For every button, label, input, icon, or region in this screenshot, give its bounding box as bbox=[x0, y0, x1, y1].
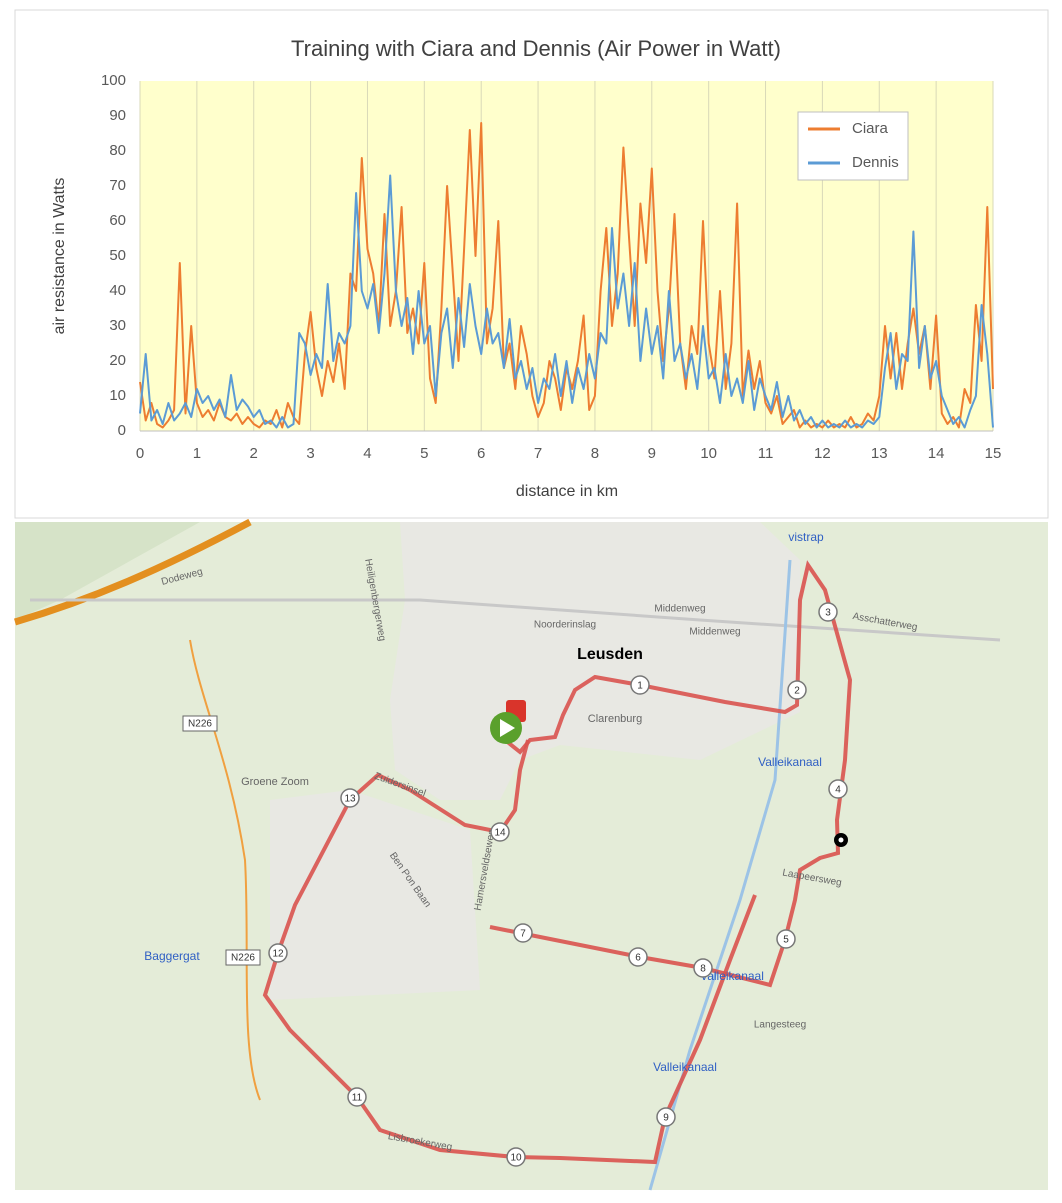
x-tick-label: 3 bbox=[306, 445, 314, 462]
x-tick-label: 8 bbox=[591, 445, 599, 462]
route-marker bbox=[268, 943, 288, 963]
y-tick-label: 30 bbox=[109, 317, 126, 334]
x-tick-label: 6 bbox=[477, 445, 485, 462]
route-marker-label: 8 bbox=[700, 964, 706, 975]
y-tick-label: 70 bbox=[109, 177, 126, 194]
map: Leusden Valleikanaal Valleikanaal Valleikan… bbox=[14, 518, 1048, 1191]
road-shield bbox=[225, 949, 261, 966]
map-label: Groene Zoom bbox=[241, 776, 309, 788]
legend-label: Dennis bbox=[852, 154, 899, 171]
map-label: vistrap bbox=[788, 530, 824, 544]
map-label: Langesteeg bbox=[754, 1020, 806, 1031]
route-marker-label: 7 bbox=[520, 929, 526, 940]
route-marker-label: 10 bbox=[510, 1153, 522, 1164]
route bbox=[262, 739, 757, 1165]
town-area bbox=[270, 790, 480, 1000]
start-icon bbox=[500, 719, 515, 737]
map-label: Leusden bbox=[577, 646, 643, 663]
x-tick-label: 10 bbox=[700, 445, 717, 462]
y-tick-label: 50 bbox=[109, 247, 126, 264]
x-tick-label: 14 bbox=[928, 445, 945, 462]
x-axis-title: distance in km bbox=[516, 483, 618, 500]
y-tick-label: 20 bbox=[109, 352, 126, 369]
road bbox=[30, 598, 1001, 642]
map-label: Middenweg bbox=[689, 627, 740, 638]
route-marker bbox=[347, 1087, 367, 1107]
route-marker bbox=[787, 680, 807, 700]
y-tick-label: 90 bbox=[109, 107, 126, 124]
y-tick-label: 100 bbox=[101, 72, 126, 89]
route-marker-label: 11 bbox=[352, 1093, 363, 1104]
map-label: N226 bbox=[188, 719, 212, 730]
x-tick-label: 13 bbox=[871, 445, 888, 462]
map-label: Clarenburg bbox=[588, 713, 642, 725]
road-shield bbox=[182, 715, 218, 732]
x-tick-label: 2 bbox=[250, 445, 258, 462]
map-label: Baggergat bbox=[144, 949, 200, 963]
map-label: Noorderinslag bbox=[534, 620, 596, 631]
route-marker-label: 9 bbox=[663, 1113, 669, 1124]
route-marker-label: 6 bbox=[635, 953, 641, 964]
route-marker bbox=[656, 1107, 676, 1127]
map-label: Valleikanaal bbox=[700, 969, 764, 983]
map-label: Valleikanaal bbox=[758, 755, 822, 769]
legend-label: Ciara bbox=[852, 120, 889, 137]
route-marker bbox=[490, 822, 510, 842]
x-tick-label: 9 bbox=[648, 445, 656, 462]
y-tick-label: 40 bbox=[109, 282, 126, 299]
route-marker bbox=[506, 1147, 526, 1167]
canal bbox=[648, 559, 792, 1191]
map-labels: Leusden Valleikanaal Valleikanaal Valleikan… bbox=[144, 530, 918, 1167]
route-marker-label: 14 bbox=[494, 828, 506, 839]
x-tick-label: 5 bbox=[420, 445, 428, 462]
x-tick-label: 15 bbox=[985, 445, 1002, 462]
route-marker bbox=[630, 675, 650, 695]
route-marker bbox=[340, 788, 360, 808]
x-tick-label: 0 bbox=[136, 445, 144, 462]
y-axis-title: air resistance in Watts bbox=[51, 178, 68, 335]
x-tick-label: 11 bbox=[758, 445, 774, 462]
legend-box bbox=[797, 111, 909, 181]
route-marker-label: 5 bbox=[783, 935, 789, 946]
x-tick-label: 4 bbox=[363, 445, 371, 462]
legend: Ciara Dennis bbox=[797, 111, 909, 181]
x-tick-label: 1 bbox=[193, 445, 201, 462]
route-marker bbox=[693, 958, 713, 978]
x-tick-label: 7 bbox=[534, 445, 542, 462]
position-dot-center bbox=[838, 837, 844, 843]
route-marker bbox=[513, 923, 533, 943]
y-tick-label: 60 bbox=[109, 212, 126, 229]
route-marker-label: 2 bbox=[794, 686, 800, 697]
highway bbox=[14, 518, 252, 626]
route-marker-label: 13 bbox=[344, 794, 356, 805]
map-label: Middenweg bbox=[654, 604, 705, 615]
route-marker-label: 3 bbox=[825, 608, 831, 619]
route-marker bbox=[628, 947, 648, 967]
y-tick-label: 80 bbox=[109, 142, 126, 159]
x-tick-label: 12 bbox=[814, 445, 831, 462]
field bbox=[15, 522, 200, 620]
map-label: Valleikanaal bbox=[653, 1060, 717, 1074]
lines bbox=[139, 122, 994, 429]
route-marker bbox=[776, 929, 796, 949]
route-marker-label: 12 bbox=[272, 949, 284, 960]
route-marker-label: 1 bbox=[637, 681, 643, 692]
road bbox=[189, 639, 261, 1101]
y-tick-label: 0 bbox=[118, 422, 126, 439]
chart-title: Training with Ciara and Dennis (Air Powe… bbox=[291, 36, 781, 61]
series-line bbox=[139, 174, 994, 429]
route-marker bbox=[828, 779, 848, 799]
map-label: N226 bbox=[231, 953, 255, 964]
y-tick-label: 10 bbox=[109, 387, 126, 404]
route-marker bbox=[818, 602, 838, 622]
route-marker-label: 4 bbox=[835, 785, 841, 796]
